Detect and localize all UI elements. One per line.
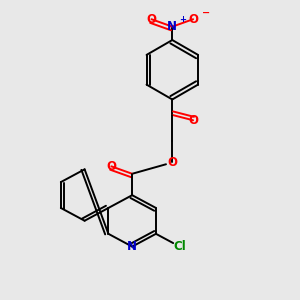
Text: O: O: [106, 160, 116, 173]
Text: N: N: [167, 20, 177, 33]
Text: Cl: Cl: [173, 240, 186, 253]
Text: −: −: [202, 8, 210, 18]
Text: O: O: [188, 114, 198, 127]
Text: +: +: [179, 15, 186, 24]
Text: O: O: [167, 156, 177, 169]
Text: O: O: [188, 13, 198, 26]
Text: O: O: [146, 13, 157, 26]
Text: N: N: [127, 240, 137, 253]
